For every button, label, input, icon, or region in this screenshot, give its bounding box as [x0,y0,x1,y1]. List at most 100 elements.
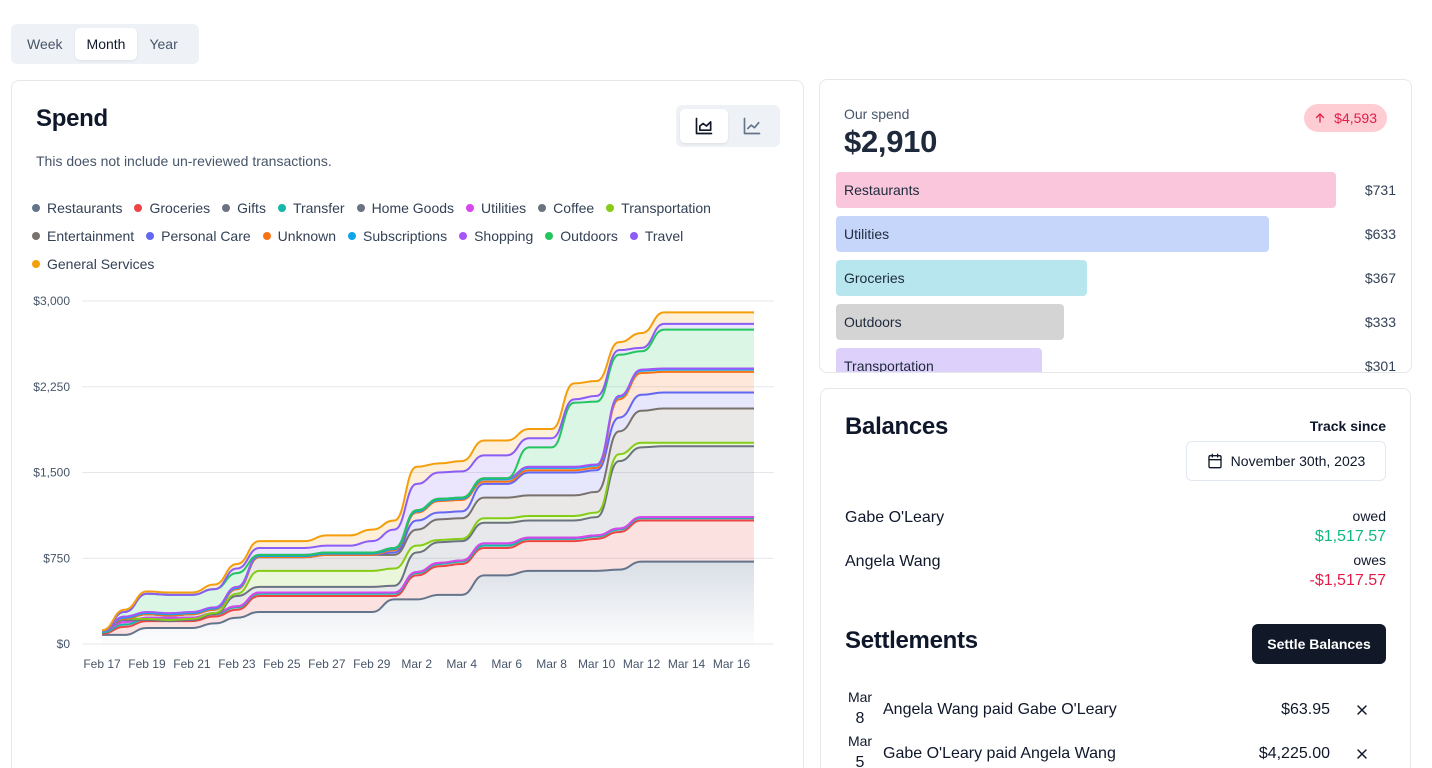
legend-item[interactable]: Shopping [459,227,533,245]
x-tick-label: Feb 29 [353,657,391,671]
tab-year[interactable]: Year [149,36,178,52]
x-tick-label: Feb 23 [218,657,256,671]
category-amount: $333 [1364,314,1396,330]
series-line-travel [101,322,754,632]
legend-item[interactable]: Groceries [134,199,210,217]
legend-item[interactable]: Coffee [538,199,594,217]
legend-item[interactable]: General Services [32,255,154,273]
legend-label: Outdoors [560,228,618,244]
legend-dot [146,232,155,240]
settlement-amount: $63.95 [1281,701,1330,718]
x-tick-label: Feb 19 [128,657,166,671]
legend-item[interactable]: Personal Care [146,227,251,245]
spend-area-chart: $0 $750 $1,500 $2,250 $3,000 Feb 17 Feb 19 Feb … [33,294,774,671]
category-amount: $367 [1364,270,1396,286]
track-date-value: November 30th, 2023 [1230,453,1366,469]
close-icon[interactable] [1354,746,1370,762]
x-tick-label: Mar 4 [446,657,477,671]
balance-person-amount: -$1,517.57 [1309,572,1386,589]
legend-label: Utilities [481,200,527,216]
category-name: Outdoors [844,314,902,330]
category-bar [836,348,1042,372]
category-amount: $731 [1364,182,1396,198]
legend-item[interactable]: Utilities [466,199,526,217]
x-tick-label: Mar 14 [668,657,706,671]
spend-title: Spend [36,105,108,132]
area-band-coffee [102,446,754,632]
legend-item[interactable]: Travel [629,227,683,245]
legend-label: Groceries [149,200,211,216]
balance-person-amount: $1,517.57 [1314,528,1386,545]
settlement-month: Mar [847,689,873,705]
legend-dot [356,204,365,212]
area-band-general-services [102,312,754,631]
legend-dot [222,204,231,212]
chart-legend: Restaurants Groceries Gifts Transfer Home Go… [32,199,772,273]
settlement-date: Mar 8 [845,686,875,730]
legend-dot [134,204,143,212]
category-bar [836,260,1087,296]
legend-item[interactable]: Restaurants [32,199,122,217]
x-tick-label: Mar 12 [623,657,661,671]
legend-dot [277,204,286,212]
category-name: Groceries [844,270,905,286]
category-bar [836,172,1336,208]
category-name: Utilities [844,226,890,242]
settlement-description: Angela Wang paid Gabe O'Leary [883,701,1117,718]
track-since-label: Track since [1309,418,1386,434]
legend-item[interactable]: Home Goods [356,199,454,217]
area-band-transportation [102,442,754,632]
legend-item[interactable]: Gifts [222,199,266,217]
balances-card: Balances Track since November 30th, 2023… [820,388,1411,768]
balance-person-status: owed [1352,508,1386,524]
legend-label: Coffee [553,200,595,216]
legend-label: Transfer [292,200,345,216]
category-bar [836,304,1064,340]
spend-card: Spend This does not include un-reviewed … [11,80,804,768]
legend-dot [262,232,271,240]
track-date-picker[interactable]: November 30th, 2023 [1186,441,1386,481]
series-line-general-services [101,311,754,632]
tab-month[interactable]: Month [74,28,138,60]
tab-week[interactable]: Week [27,36,63,52]
series-line-restaurants [102,560,754,636]
area-band-groceries [102,520,754,635]
period-toggle: Week Month Year [11,24,199,64]
category-row[interactable]: Transportation $301 [836,348,1396,373]
category-row[interactable]: Groceries $367 [836,260,1396,296]
legend-dot [32,260,40,268]
area-chart-button[interactable] [680,109,728,143]
balance-person-name: Gabe O'Leary [845,509,945,526]
legend-item[interactable]: Outdoors [545,227,618,245]
legend-dot [32,204,40,212]
legend-item[interactable]: Unknown [262,227,336,245]
settlement-day: 8 [855,710,865,727]
settlement-description: Gabe O'Leary paid Angela Wang [883,745,1116,762]
legend-dot [348,232,357,240]
category-row[interactable]: Restaurants $731 [836,172,1396,208]
category-row[interactable]: Outdoors $333 [836,304,1396,340]
our-spend-total: $2,910 [844,124,938,159]
series-line-coffee [101,445,754,633]
settle-balances-button[interactable]: Settle Balances [1252,624,1386,664]
legend-dot [538,204,547,212]
spend-subtitle: This does not include un-reviewed transa… [36,153,332,169]
spend-delta-badge: $4,593 [1304,104,1387,132]
legend-item[interactable]: Subscriptions [348,227,447,245]
x-tick-label: Mar 6 [491,657,522,671]
close-icon[interactable] [1354,702,1370,718]
settlement-month: Mar [847,733,873,749]
x-tick-label: Feb 21 [173,657,211,671]
legend-label: Personal Care [161,228,251,244]
category-name: Transportation [844,358,934,373]
legend-item[interactable]: Entertainment [32,227,134,245]
legend-item[interactable]: Transportation [606,199,711,217]
legend-item[interactable]: Transfer [277,199,345,217]
balance-person-status: owes [1353,552,1386,568]
y-tick-label: $0 [57,637,71,651]
category-name: Restaurants [844,182,920,198]
legend-dot [466,204,475,212]
category-row[interactable]: Utilities $633 [836,216,1396,252]
settlement-date: Mar 5 [845,730,875,768]
line-chart-button[interactable] [728,109,776,143]
